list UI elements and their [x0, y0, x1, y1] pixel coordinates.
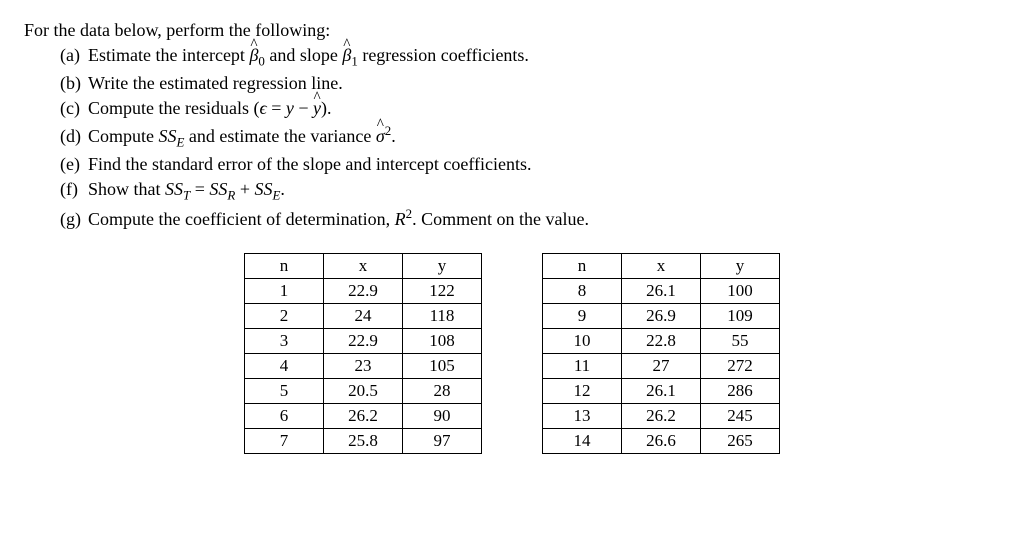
- table-row: 926.9109: [543, 304, 780, 329]
- cell-y: 245: [701, 404, 780, 429]
- part-label: (c): [60, 96, 88, 120]
- cell-n: 5: [245, 379, 324, 404]
- question-part: (d)Compute SSE and estimate the variance…: [60, 122, 1000, 151]
- cell-x: 26.1: [622, 279, 701, 304]
- cell-y: 108: [403, 329, 482, 354]
- cell-x: 22.9: [324, 279, 403, 304]
- question-part: (a)Estimate the intercept β^0 and slope …: [60, 43, 1000, 70]
- table-header-row: n x y: [245, 254, 482, 279]
- part-label: (g): [60, 207, 88, 231]
- table-row: 1426.6265: [543, 429, 780, 454]
- table-row: 520.528: [245, 379, 482, 404]
- part-text: Show that SST = SSR + SSE.: [88, 177, 285, 204]
- parts-list: (a)Estimate the intercept β^0 and slope …: [24, 43, 1000, 231]
- col-n: n: [543, 254, 622, 279]
- part-label: (a): [60, 43, 88, 67]
- cell-y: 122: [403, 279, 482, 304]
- cell-n: 1: [245, 279, 324, 304]
- cell-n: 10: [543, 329, 622, 354]
- cell-x: 22.9: [324, 329, 403, 354]
- col-y: y: [701, 254, 780, 279]
- table-row: 725.897: [245, 429, 482, 454]
- table-row: 122.9122: [245, 279, 482, 304]
- data-table-right: n x y 826.1100926.91091022.8551127272122…: [542, 253, 780, 454]
- part-label: (e): [60, 152, 88, 176]
- cell-y: 265: [701, 429, 780, 454]
- cell-n: 3: [245, 329, 324, 354]
- cell-y: 97: [403, 429, 482, 454]
- part-text: Estimate the intercept β^0 and slope β^1…: [88, 43, 529, 70]
- col-x: x: [324, 254, 403, 279]
- cell-x: 22.8: [622, 329, 701, 354]
- part-text: Compute SSE and estimate the variance σ^…: [88, 122, 396, 151]
- table-row: 224118: [245, 304, 482, 329]
- cell-x: 26.2: [622, 404, 701, 429]
- table-row: 423105: [245, 354, 482, 379]
- col-y: y: [403, 254, 482, 279]
- cell-n: 8: [543, 279, 622, 304]
- col-x: x: [622, 254, 701, 279]
- part-text: Compute the residuals (ϵ = y − y^).: [88, 96, 332, 120]
- table-row: 826.1100: [543, 279, 780, 304]
- table-row: 1226.1286: [543, 379, 780, 404]
- cell-x: 24: [324, 304, 403, 329]
- table-row: 1326.2245: [543, 404, 780, 429]
- cell-y: 28: [403, 379, 482, 404]
- cell-y: 272: [701, 354, 780, 379]
- table-row: 1127272: [543, 354, 780, 379]
- cell-n: 7: [245, 429, 324, 454]
- question-part: (c)Compute the residuals (ϵ = y − y^).: [60, 96, 1000, 120]
- part-label: (f): [60, 177, 88, 201]
- cell-n: 6: [245, 404, 324, 429]
- cell-y: 118: [403, 304, 482, 329]
- cell-n: 11: [543, 354, 622, 379]
- cell-n: 14: [543, 429, 622, 454]
- cell-y: 90: [403, 404, 482, 429]
- question-part: (e)Find the standard error of the slope …: [60, 152, 1000, 176]
- cell-y: 109: [701, 304, 780, 329]
- cell-x: 23: [324, 354, 403, 379]
- table-row: 1022.855: [543, 329, 780, 354]
- part-label: (d): [60, 124, 88, 148]
- cell-n: 9: [543, 304, 622, 329]
- cell-n: 12: [543, 379, 622, 404]
- cell-n: 2: [245, 304, 324, 329]
- cell-x: 25.8: [324, 429, 403, 454]
- cell-n: 13: [543, 404, 622, 429]
- cell-y: 286: [701, 379, 780, 404]
- cell-x: 26.1: [622, 379, 701, 404]
- cell-y: 55: [701, 329, 780, 354]
- part-text: Find the standard error of the slope and…: [88, 152, 532, 176]
- part-label: (b): [60, 71, 88, 95]
- part-text: Compute the coefficient of determination…: [88, 205, 589, 231]
- prompt-text: For the data below, perform the followin…: [24, 20, 1000, 41]
- data-table-left: n x y 122.9122224118322.9108423105520.52…: [244, 253, 482, 454]
- cell-y: 100: [701, 279, 780, 304]
- cell-x: 27: [622, 354, 701, 379]
- col-n: n: [245, 254, 324, 279]
- table-row: 626.290: [245, 404, 482, 429]
- cell-x: 26.6: [622, 429, 701, 454]
- question-part: (f)Show that SST = SSR + SSE.: [60, 177, 1000, 204]
- cell-y: 105: [403, 354, 482, 379]
- question-part: (b)Write the estimated regression line.: [60, 71, 1000, 95]
- part-text: Write the estimated regression line.: [88, 71, 343, 95]
- table-row: 322.9108: [245, 329, 482, 354]
- data-tables: n x y 122.9122224118322.9108423105520.52…: [24, 253, 1000, 454]
- cell-x: 26.2: [324, 404, 403, 429]
- table-header-row: n x y: [543, 254, 780, 279]
- cell-x: 20.5: [324, 379, 403, 404]
- question-part: (g)Compute the coefficient of determinat…: [60, 205, 1000, 231]
- cell-n: 4: [245, 354, 324, 379]
- cell-x: 26.9: [622, 304, 701, 329]
